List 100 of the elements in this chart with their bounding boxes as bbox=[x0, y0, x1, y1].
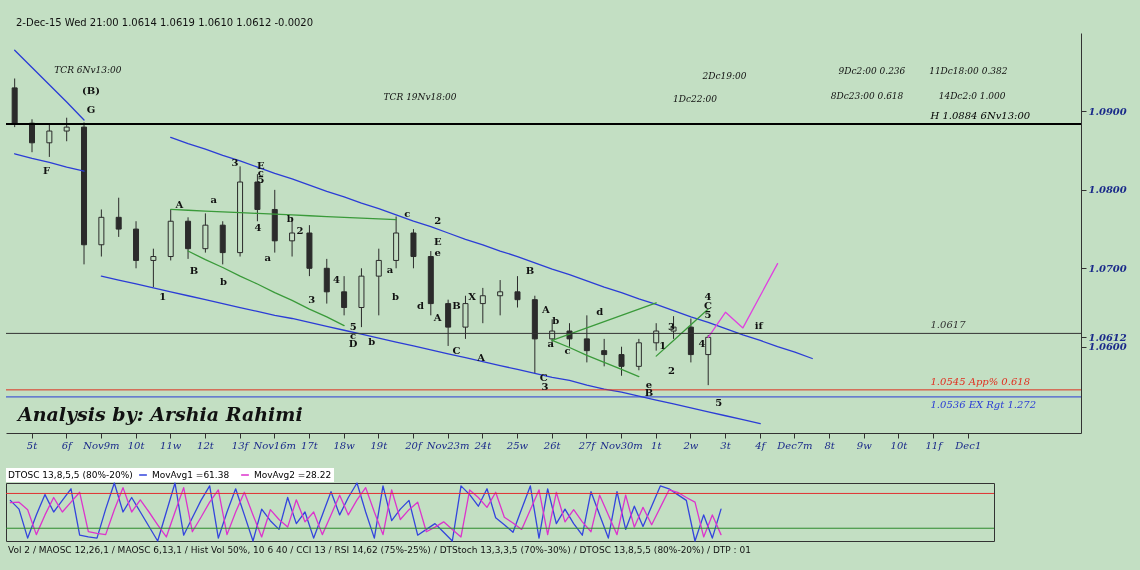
candlestick bbox=[514, 275, 521, 309]
candlestick bbox=[150, 248, 157, 288]
x-tick-label: 27f bbox=[577, 439, 598, 451]
annotation: A bbox=[432, 311, 442, 323]
annotation: b bbox=[391, 291, 399, 303]
annotation: d bbox=[596, 306, 604, 318]
annotation: G bbox=[86, 103, 96, 115]
annotation: A bbox=[476, 352, 486, 364]
annotation: E bbox=[433, 236, 442, 248]
ref-line-label: 1.0536 EX Rgt 1.272 bbox=[930, 398, 1037, 410]
line-series bbox=[170, 208, 397, 221]
annotation: 2Dc19:00 bbox=[701, 71, 747, 82]
annotation: 4 bbox=[332, 274, 340, 286]
x-tick-label: 17t bbox=[301, 439, 319, 451]
text: Vol 2 / MAOSC 12,26,1 / MAOSC 6,13,1 / Hist Vol 50%, 10 6 40 / CCI 13 / RSI 14,62 (75%-25%) / DTStoch 13,3,3,5 (70%-30%) / DTOSC 13,8,5,5 (80%-20%) / DTP : 01 bbox=[8, 545, 751, 555]
annotation: 11Dc18:00 0.382 bbox=[929, 66, 1008, 77]
x-tick-label: 13f bbox=[231, 439, 251, 451]
annotation: X bbox=[468, 291, 477, 303]
candlestick bbox=[618, 346, 625, 377]
annotation: B bbox=[644, 387, 654, 398]
x-tick-label: Nov9m bbox=[82, 439, 120, 451]
y-tick-label: 1.0900 bbox=[1088, 105, 1127, 117]
annotation: (B) bbox=[82, 85, 100, 97]
x-tick-label: 11f bbox=[925, 439, 945, 451]
annotation: 2 bbox=[667, 365, 675, 377]
annotation: TCR 19Nv18:00 bbox=[383, 92, 457, 103]
annotation: a bbox=[210, 194, 218, 206]
annotation: Analysis by: Arshia Rahimi bbox=[16, 403, 303, 425]
annotation: c bbox=[404, 208, 411, 220]
ref-line-label: 1.0545 App% 0.618 bbox=[930, 375, 1031, 387]
annotation: 2 bbox=[296, 224, 304, 236]
x-tick-label: 6f bbox=[61, 439, 75, 451]
text: 2-Dec-15 Wed 21:00 1.0614 1.0619 1.0610 1.0612 -0.0020 bbox=[16, 17, 314, 28]
annotation: d bbox=[416, 299, 424, 311]
ref-line-label: H 1.0884 6Nv13:00 bbox=[929, 109, 1031, 121]
candlestick bbox=[63, 117, 70, 142]
x-tick-label: 5t bbox=[26, 439, 39, 451]
annotation: A bbox=[541, 303, 551, 315]
candlestick bbox=[635, 338, 642, 371]
annotation: B bbox=[452, 299, 461, 311]
annotation: b bbox=[368, 336, 376, 348]
x-tick-label: Dec7m bbox=[776, 439, 813, 451]
x-tick-label: 8t bbox=[824, 439, 836, 451]
candlestick bbox=[46, 122, 53, 158]
candlestick bbox=[479, 287, 486, 324]
line-series bbox=[14, 153, 85, 172]
annotation: 9Dc2:00 0.236 bbox=[838, 66, 906, 77]
annotation: 1 bbox=[159, 291, 167, 303]
candlestick bbox=[410, 228, 417, 269]
x-tick-label: Nov23m bbox=[425, 439, 470, 451]
annotation: b bbox=[219, 276, 227, 288]
annotation: TCR 6Nv13:00 bbox=[54, 64, 122, 75]
candlestick bbox=[375, 248, 382, 316]
x-tick-label: 2w bbox=[682, 439, 699, 451]
annotation: 5 bbox=[715, 397, 723, 409]
legend-label: MovAvg1 =61.38 bbox=[152, 470, 230, 480]
legend-title: DTOSC 13,8,5,5 (80%-20%) bbox=[8, 470, 133, 480]
annotation: 5 bbox=[704, 308, 712, 320]
line-series bbox=[170, 136, 813, 360]
annotation: 8Dc23:00 0.618 bbox=[830, 90, 904, 101]
candlestick bbox=[497, 279, 504, 316]
annotation: c bbox=[564, 345, 571, 357]
x-tick-label: 11w bbox=[160, 439, 182, 451]
x-tick-label: 1t bbox=[651, 439, 663, 451]
annotation: 1Dc22:00 bbox=[673, 93, 718, 104]
annotation: B bbox=[525, 264, 535, 276]
annotation: 3 bbox=[231, 157, 239, 169]
x-tick-label: Nov30m bbox=[599, 439, 643, 451]
annotation: b bbox=[286, 212, 294, 224]
y-tick-label: 1.0612 bbox=[1088, 331, 1127, 343]
annotation: 4 bbox=[254, 221, 262, 233]
line-series bbox=[655, 308, 709, 357]
annotation: B bbox=[189, 264, 199, 276]
annotation: if bbox=[754, 320, 764, 332]
x-tick-label: Dec1 bbox=[954, 439, 982, 451]
x-tick-label: Nov16m bbox=[252, 439, 297, 451]
annotation: 2 bbox=[434, 215, 442, 227]
annotation: 3 bbox=[541, 380, 549, 392]
annotation: 14Dc2:0 1.000 bbox=[938, 90, 1006, 101]
annotation: b bbox=[552, 314, 560, 326]
candlestick bbox=[202, 212, 209, 254]
annotation: a bbox=[264, 252, 272, 264]
annotation: a bbox=[547, 338, 555, 350]
ref-line-label: 1.0617 bbox=[930, 319, 967, 331]
candlestick bbox=[601, 338, 608, 367]
x-tick-label: 9w bbox=[856, 439, 873, 451]
candlestick bbox=[115, 197, 122, 238]
y-tick-label: 1.0700 bbox=[1088, 262, 1127, 274]
x-tick-label: 25w bbox=[505, 439, 529, 451]
x-tick-label: 3t bbox=[720, 439, 732, 451]
x-tick-label: 26t bbox=[542, 439, 562, 451]
annotation: 3 bbox=[667, 321, 675, 333]
annotation: A bbox=[174, 198, 184, 210]
x-tick-label: 10t bbox=[890, 439, 909, 451]
candlestick bbox=[323, 258, 330, 305]
x-tick-label: 4f bbox=[754, 439, 768, 451]
y-tick-label: 1.0800 bbox=[1088, 184, 1127, 196]
annotation: 3 bbox=[308, 293, 316, 305]
candlestick bbox=[341, 275, 348, 316]
x-tick-label: 12t bbox=[197, 439, 215, 451]
